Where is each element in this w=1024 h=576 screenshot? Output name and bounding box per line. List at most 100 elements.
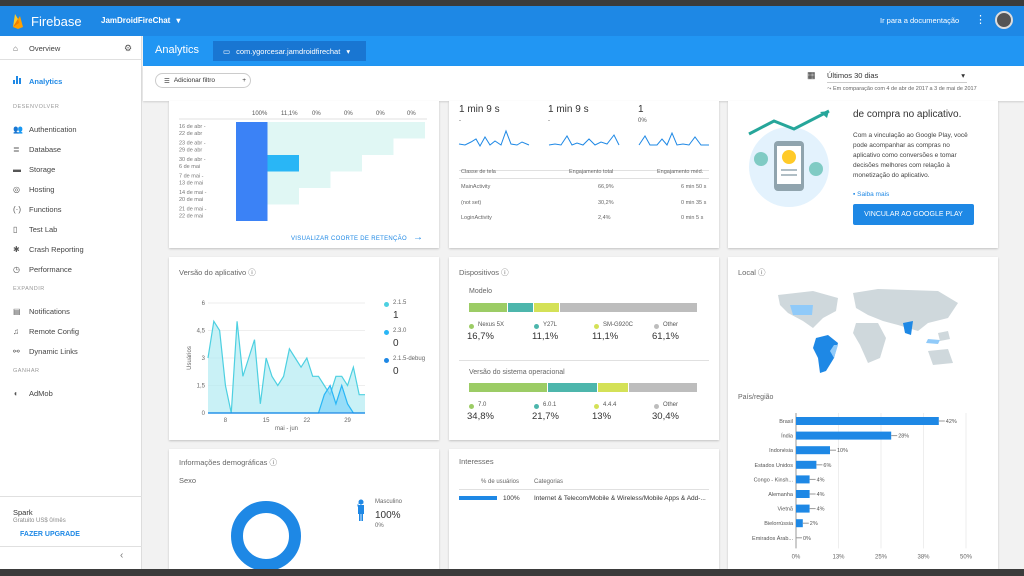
chevron-down-icon: ▾: [176, 16, 181, 25]
cohort-cell[interactable]: [362, 138, 394, 156]
promo-title: de compra no aplicativo.: [853, 109, 962, 120]
cohort-cell[interactable]: [267, 138, 300, 156]
cohort-cell[interactable]: [299, 138, 331, 156]
docs-link[interactable]: Ir para a documentação: [880, 16, 960, 25]
sidebar-item-storage[interactable]: ▬ Storage: [0, 161, 142, 177]
share-segment[interactable]: [507, 303, 533, 312]
cohort-cell[interactable]: [236, 155, 268, 172]
add-filter-button[interactable]: ☰ Adicionar filtro +: [155, 73, 251, 88]
sidebar-item-dynamic-links[interactable]: ⚯ Dynamic Links: [0, 343, 142, 359]
country-bar[interactable]: [796, 490, 810, 498]
legend-dot-icon: [594, 324, 599, 329]
learn-more-label: Saiba mais: [857, 191, 890, 198]
engagement-table-row[interactable]: MainActivity 66,9% 6 min 50 s: [449, 184, 719, 194]
sidebar-item-test-lab[interactable]: ▯ Test Lab: [0, 221, 142, 237]
cohort-cell[interactable]: [393, 122, 426, 139]
app-selector[interactable]: ▭ com.ygorcesar.jamdroidfirechat ▾: [213, 41, 366, 61]
project-selector[interactable]: JamDroidFireChat ▾: [101, 16, 180, 25]
share-segment[interactable]: [559, 303, 697, 312]
sidebar-item-label: Authentication: [29, 124, 77, 134]
sidebar-item-notifications[interactable]: ▤ Notifications: [0, 303, 142, 319]
more-vert-icon[interactable]: ⋮: [975, 14, 986, 26]
country-bar[interactable]: [796, 475, 810, 484]
series-line-2.1.5[interactable]: [207, 319, 365, 414]
sidebar-item-label: Database: [29, 144, 62, 154]
cohort-cell[interactable]: [236, 122, 268, 139]
sidebar-item-functions[interactable]: (·) Functions: [0, 201, 142, 217]
cohort-cell[interactable]: [330, 122, 363, 139]
cohort-cell[interactable]: [267, 122, 300, 139]
country-bar[interactable]: [796, 460, 817, 469]
interest-category: Internet & Telecom/Mobile & Wireless/Mob…: [534, 495, 706, 502]
collapse-chevron-icon[interactable]: ‹: [120, 550, 124, 561]
share-segment[interactable]: [628, 383, 697, 392]
info-icon[interactable]: ⓘ: [501, 268, 509, 277]
sidebar-item-remote-config[interactable]: ♫ Remote Config: [0, 323, 142, 339]
share-segment[interactable]: [598, 383, 628, 392]
series-area-2.1.5: [208, 321, 365, 413]
share-segment[interactable]: [469, 303, 507, 312]
sidebar-item-analytics[interactable]: Analytics: [0, 73, 142, 89]
cohort-cell[interactable]: [267, 155, 300, 172]
engagement-table-row[interactable]: LoginActivity 2,4% 0 min 5 s: [449, 215, 719, 225]
cohort-cell[interactable]: [362, 122, 394, 139]
play-promo-illustration: [748, 109, 830, 207]
cohort-row-label: 7 de mai -: [179, 174, 204, 180]
upgrade-link[interactable]: FAZER UPGRADE: [20, 531, 80, 538]
demographics-card: Informações demográficas ⓘ Sexo ♂ Mascul…: [169, 449, 439, 569]
learn-more-link[interactable]: ▪ Saiba mais: [853, 191, 889, 198]
country-bar[interactable]: [796, 446, 830, 455]
link-google-play-button[interactable]: VINCULAR AO GOOGLE PLAY: [853, 204, 974, 225]
admob-icon: ◖: [13, 388, 18, 398]
share-segment[interactable]: [548, 383, 598, 392]
legend-dot-icon: [534, 324, 539, 329]
cohort-cell[interactable]: [236, 171, 268, 189]
engagement-metric-change: 0%: [638, 118, 647, 124]
gear-icon[interactable]: ⚙: [124, 43, 133, 53]
cohort-cell[interactable]: [299, 122, 331, 139]
y-tick-label: 1,5: [197, 384, 206, 390]
cohort-cell[interactable]: [236, 204, 268, 222]
engagement-table-cell: 0 min 35 s: [681, 199, 707, 206]
avatar[interactable]: [995, 11, 1013, 29]
x-tick-label: 22: [304, 418, 311, 424]
info-icon[interactable]: ⓘ: [248, 268, 256, 277]
cohort-cell[interactable]: [236, 138, 268, 156]
engagement-table-row[interactable]: (not set) 30,2% 0 min 35 s: [449, 200, 719, 210]
sidebar-item-admob[interactable]: ◖ AdMob: [0, 385, 142, 401]
sidebar-item-crash-reporting[interactable]: ✱ Crash Reporting: [0, 241, 142, 257]
plus-icon: +: [242, 77, 246, 84]
cohort-cell[interactable]: [267, 188, 300, 205]
cohort-cell[interactable]: [267, 171, 300, 189]
promo-text-line: pode acompanhar as compras no: [853, 142, 950, 149]
sidebar-item-database[interactable]: ≣ Database: [0, 141, 142, 157]
sidebar-item-overview[interactable]: ⌂ Overview: [0, 40, 142, 56]
country-bar[interactable]: [796, 417, 939, 425]
sidebar-item-performance[interactable]: ◷ Performance: [0, 261, 142, 277]
country-bar[interactable]: [796, 431, 892, 440]
card-title: Dispositivos ⓘ: [459, 267, 509, 278]
date-range-select[interactable]: Últimos 30 dias ▾: [827, 71, 967, 83]
cohort-header-cell: 0%: [344, 111, 353, 117]
info-icon[interactable]: ⓘ: [758, 268, 766, 277]
sidebar-item-authentication[interactable]: 👥 Authentication: [0, 121, 142, 137]
location-card: Local ⓘ País/região 0% 13% 25% 38% 50% Brasil…: [728, 257, 998, 569]
cohort-cell[interactable]: [236, 188, 268, 205]
project-name: JamDroidFireChat: [101, 16, 171, 25]
cohort-cell[interactable]: [299, 155, 331, 172]
cohort-cell[interactable]: [299, 171, 331, 189]
share-value: 21,7%: [532, 411, 559, 422]
sidebar-item-hosting[interactable]: ◎ Hosting: [0, 181, 142, 197]
sidebar-item-label: Test Lab: [29, 224, 58, 234]
info-icon[interactable]: ⓘ: [269, 458, 277, 467]
share-segment[interactable]: [469, 383, 548, 392]
country-bar[interactable]: [796, 519, 803, 528]
male-donut-segment: [231, 501, 301, 569]
firebase-logo[interactable]: Firebase: [12, 13, 82, 29]
cohort-cell[interactable]: [330, 155, 363, 172]
share-segment[interactable]: [533, 303, 559, 312]
country-bar[interactable]: [796, 504, 810, 513]
view-cohort-link[interactable]: VISUALIZAR COORTE DE RETENÇÃO →: [291, 232, 423, 243]
engagement-card: 1 min 9 s - 1 min 9 s - 1 0% Classe de tela Eng…: [449, 101, 719, 248]
cohort-cell[interactable]: [330, 138, 363, 156]
